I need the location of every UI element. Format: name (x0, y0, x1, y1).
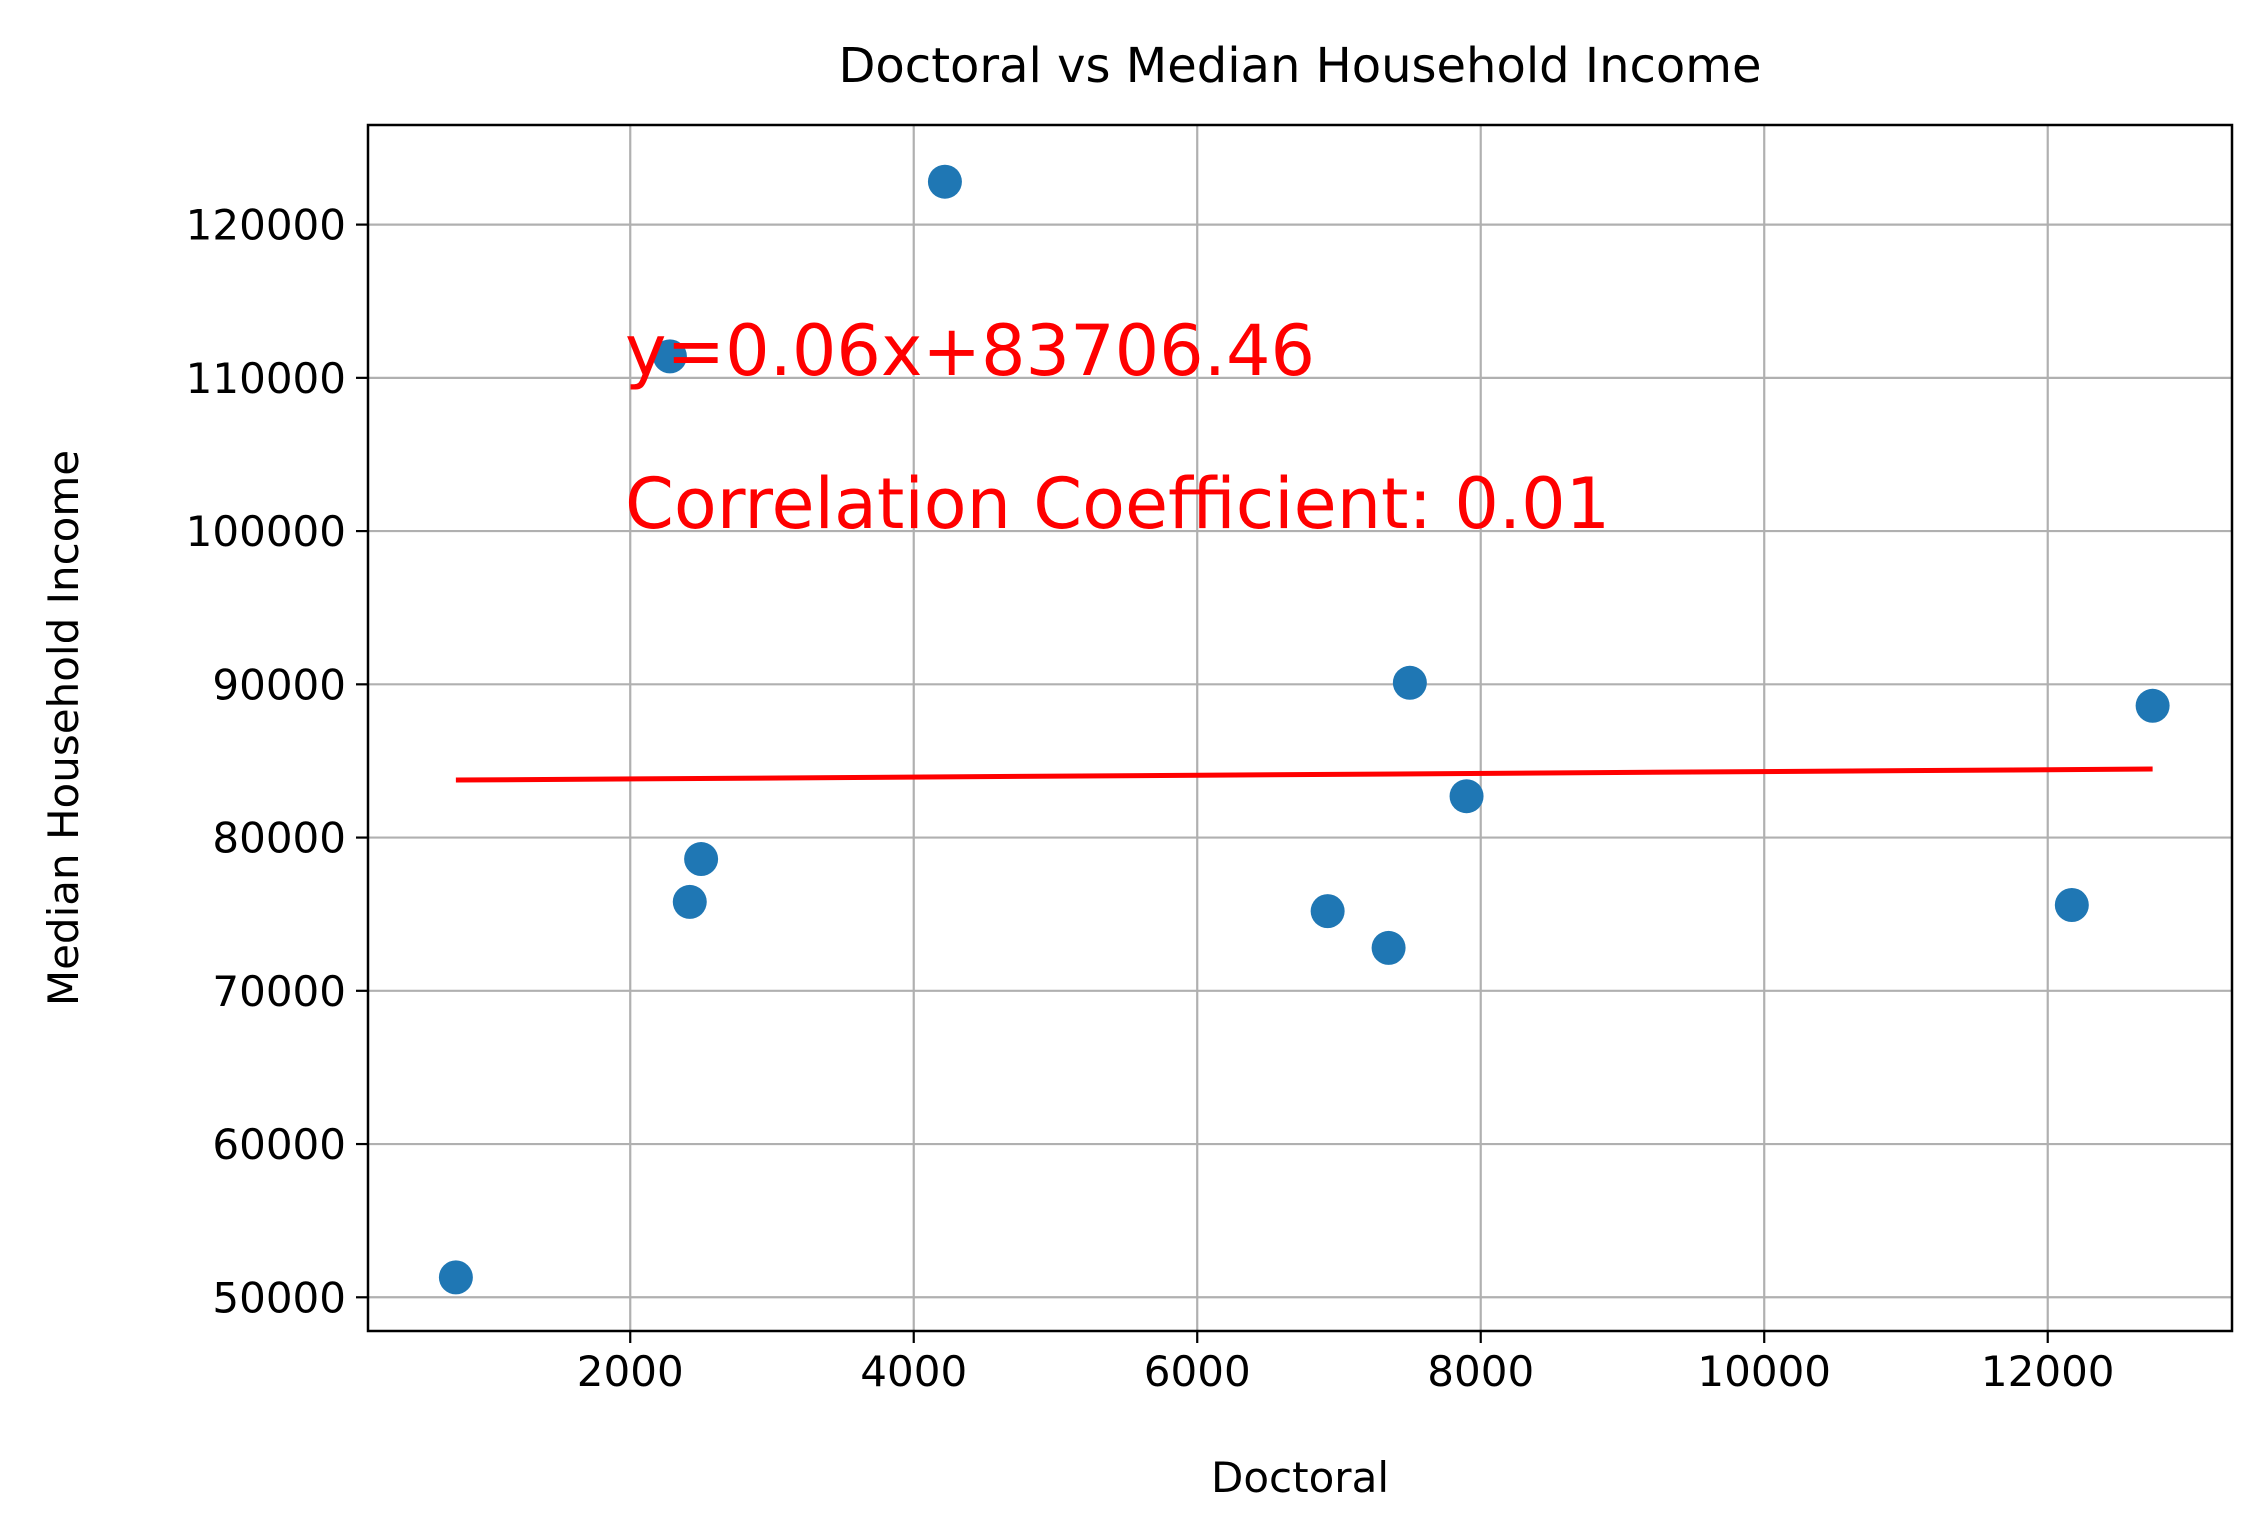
y-tick-label: 100000 (186, 507, 346, 556)
correlation-annotation: Correlation Coefficient: 0.01 (625, 463, 1610, 545)
y-tick-label: 90000 (212, 660, 346, 709)
data-point (2135, 688, 2170, 723)
x-tick-label: 2000 (577, 1347, 684, 1396)
y-axis-label: Median Household Income (39, 450, 88, 1006)
data-point (1449, 779, 1484, 814)
y-tick-label: 110000 (186, 354, 346, 403)
grid (368, 125, 2232, 1331)
data-point (927, 164, 962, 199)
plot-frame (366, 123, 2234, 1333)
x-tick-label: 10000 (1697, 1347, 1831, 1396)
x-tick-label: 6000 (1144, 1347, 1251, 1396)
data-points (438, 164, 2170, 1295)
data-point (438, 1260, 473, 1295)
y-axis-ticks: 50000 60000 70000 80000 90000 100000 110000 120… (186, 201, 368, 1322)
data-point (672, 884, 707, 919)
regression-layer (455, 766, 2153, 783)
data-point (1392, 665, 1427, 700)
regression-equation-annotation: y=0.06x+83706.46 (625, 310, 1315, 392)
data-point (684, 842, 719, 877)
data-point (1310, 894, 1345, 929)
x-tick-label: 12000 (1981, 1347, 2115, 1396)
y-tick-label: 50000 (212, 1273, 346, 1322)
chart-title: Doctoral vs Median Household Income (838, 38, 1761, 94)
x-tick-label: 8000 (1427, 1347, 1534, 1396)
data-point (652, 339, 687, 374)
y-tick-label: 60000 (212, 1120, 346, 1169)
data-point (1371, 930, 1406, 965)
x-tick-label: 4000 (860, 1347, 967, 1396)
y-tick-label: 70000 (212, 967, 346, 1016)
data-point (2054, 887, 2089, 922)
y-tick-label: 120000 (186, 201, 346, 250)
x-axis-ticks: 2000 4000 6000 8000 10000 12000 (577, 1331, 2115, 1396)
x-axis-label: Doctoral (1211, 1453, 1389, 1502)
y-tick-label: 80000 (212, 814, 346, 863)
regression-line (455, 766, 2153, 783)
